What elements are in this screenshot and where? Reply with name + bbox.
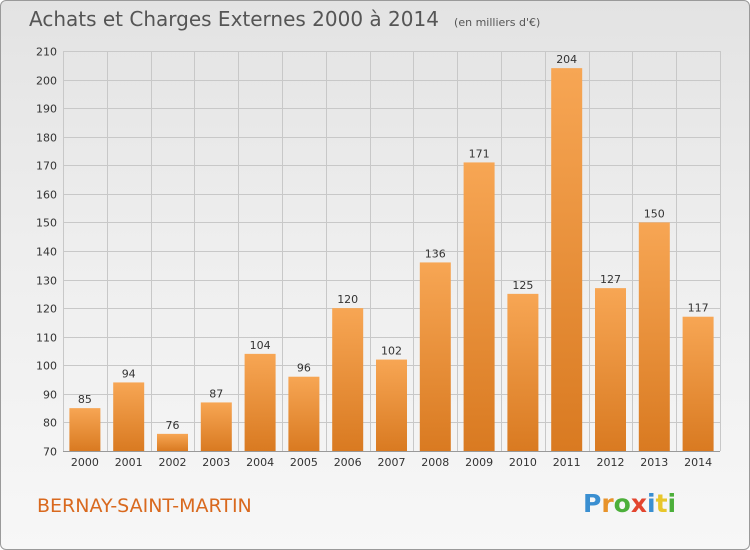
x-tick-label: 2013 bbox=[640, 456, 668, 469]
data-label: 94 bbox=[122, 367, 136, 380]
logo-letter: i bbox=[667, 489, 677, 518]
x-tick-label: 2007 bbox=[378, 456, 406, 469]
logo-letter: r bbox=[601, 489, 614, 518]
chart-title: Achats et Charges Externes 2000 à 2014 (… bbox=[29, 7, 540, 31]
x-tick-label: 2004 bbox=[246, 456, 274, 469]
data-label: 102 bbox=[381, 345, 402, 358]
x-tick-label: 2006 bbox=[334, 456, 362, 469]
data-label: 76 bbox=[166, 419, 180, 432]
bar bbox=[376, 359, 407, 451]
data-label: 204 bbox=[556, 53, 577, 66]
y-tick-label: 120 bbox=[36, 303, 57, 316]
bar bbox=[157, 433, 188, 451]
chart-unit: (en milliers d'€) bbox=[454, 16, 541, 29]
y-tick-label: 130 bbox=[36, 275, 57, 288]
data-label: 87 bbox=[209, 387, 223, 400]
data-label: 117 bbox=[688, 302, 709, 315]
bar bbox=[419, 262, 451, 451]
x-tick-label: 2010 bbox=[509, 456, 537, 469]
bar bbox=[332, 308, 364, 451]
x-tick-label: 2012 bbox=[597, 456, 625, 469]
commune-name: BERNAY-SAINT-MARTIN bbox=[37, 495, 252, 517]
y-tick-label: 210 bbox=[36, 46, 57, 59]
data-label: 120 bbox=[337, 293, 358, 306]
bar bbox=[69, 408, 101, 451]
y-tick-label: 100 bbox=[36, 360, 57, 373]
logo-letter: o bbox=[613, 489, 631, 518]
bar bbox=[638, 222, 670, 451]
data-label: 171 bbox=[469, 147, 490, 160]
bar bbox=[288, 376, 320, 451]
y-tick-label: 110 bbox=[36, 332, 57, 345]
x-tick-label: 2003 bbox=[202, 456, 230, 469]
y-tick-label: 170 bbox=[36, 160, 57, 173]
y-tick-label: 80 bbox=[43, 417, 57, 430]
logo-letter: P bbox=[583, 489, 602, 518]
bar bbox=[113, 382, 145, 451]
x-tick-label: 2011 bbox=[553, 456, 581, 469]
bar bbox=[244, 353, 276, 451]
x-tick-label: 2014 bbox=[684, 456, 712, 469]
logo-letter: i bbox=[647, 489, 656, 518]
x-tick-label: 2001 bbox=[115, 456, 143, 469]
data-label: 85 bbox=[78, 393, 92, 406]
y-tick-label: 150 bbox=[36, 217, 57, 230]
y-tick-label: 90 bbox=[43, 389, 57, 402]
x-tick-label: 2002 bbox=[159, 456, 187, 469]
bar bbox=[463, 162, 495, 451]
logo-letter: t bbox=[655, 489, 668, 518]
y-tick-label: 200 bbox=[36, 75, 57, 88]
bar bbox=[595, 288, 626, 451]
bar bbox=[200, 402, 232, 451]
chart-title-text: Achats et Charges Externes 2000 à 2014 bbox=[29, 7, 439, 31]
y-tick-label: 70 bbox=[43, 446, 57, 459]
x-tick-label: 2005 bbox=[290, 456, 318, 469]
y-tick-label: 140 bbox=[36, 246, 57, 259]
data-label: 150 bbox=[644, 207, 665, 220]
logo-letter: x bbox=[630, 489, 647, 518]
bar bbox=[507, 293, 539, 451]
y-tick-label: 160 bbox=[36, 189, 57, 202]
data-label: 96 bbox=[297, 362, 311, 375]
y-tick-label: 180 bbox=[36, 132, 57, 145]
bar bbox=[682, 316, 714, 451]
x-tick-label: 2000 bbox=[71, 456, 99, 469]
x-tick-label: 2009 bbox=[465, 456, 493, 469]
data-label: 125 bbox=[512, 279, 533, 292]
x-tick-label: 2008 bbox=[421, 456, 449, 469]
bar bbox=[551, 68, 583, 452]
data-label: 127 bbox=[600, 273, 621, 286]
data-label: 104 bbox=[250, 339, 271, 352]
data-label: 136 bbox=[425, 247, 446, 260]
proxiti-logo: Proxiti bbox=[583, 489, 676, 518]
y-tick-label: 190 bbox=[36, 103, 57, 116]
